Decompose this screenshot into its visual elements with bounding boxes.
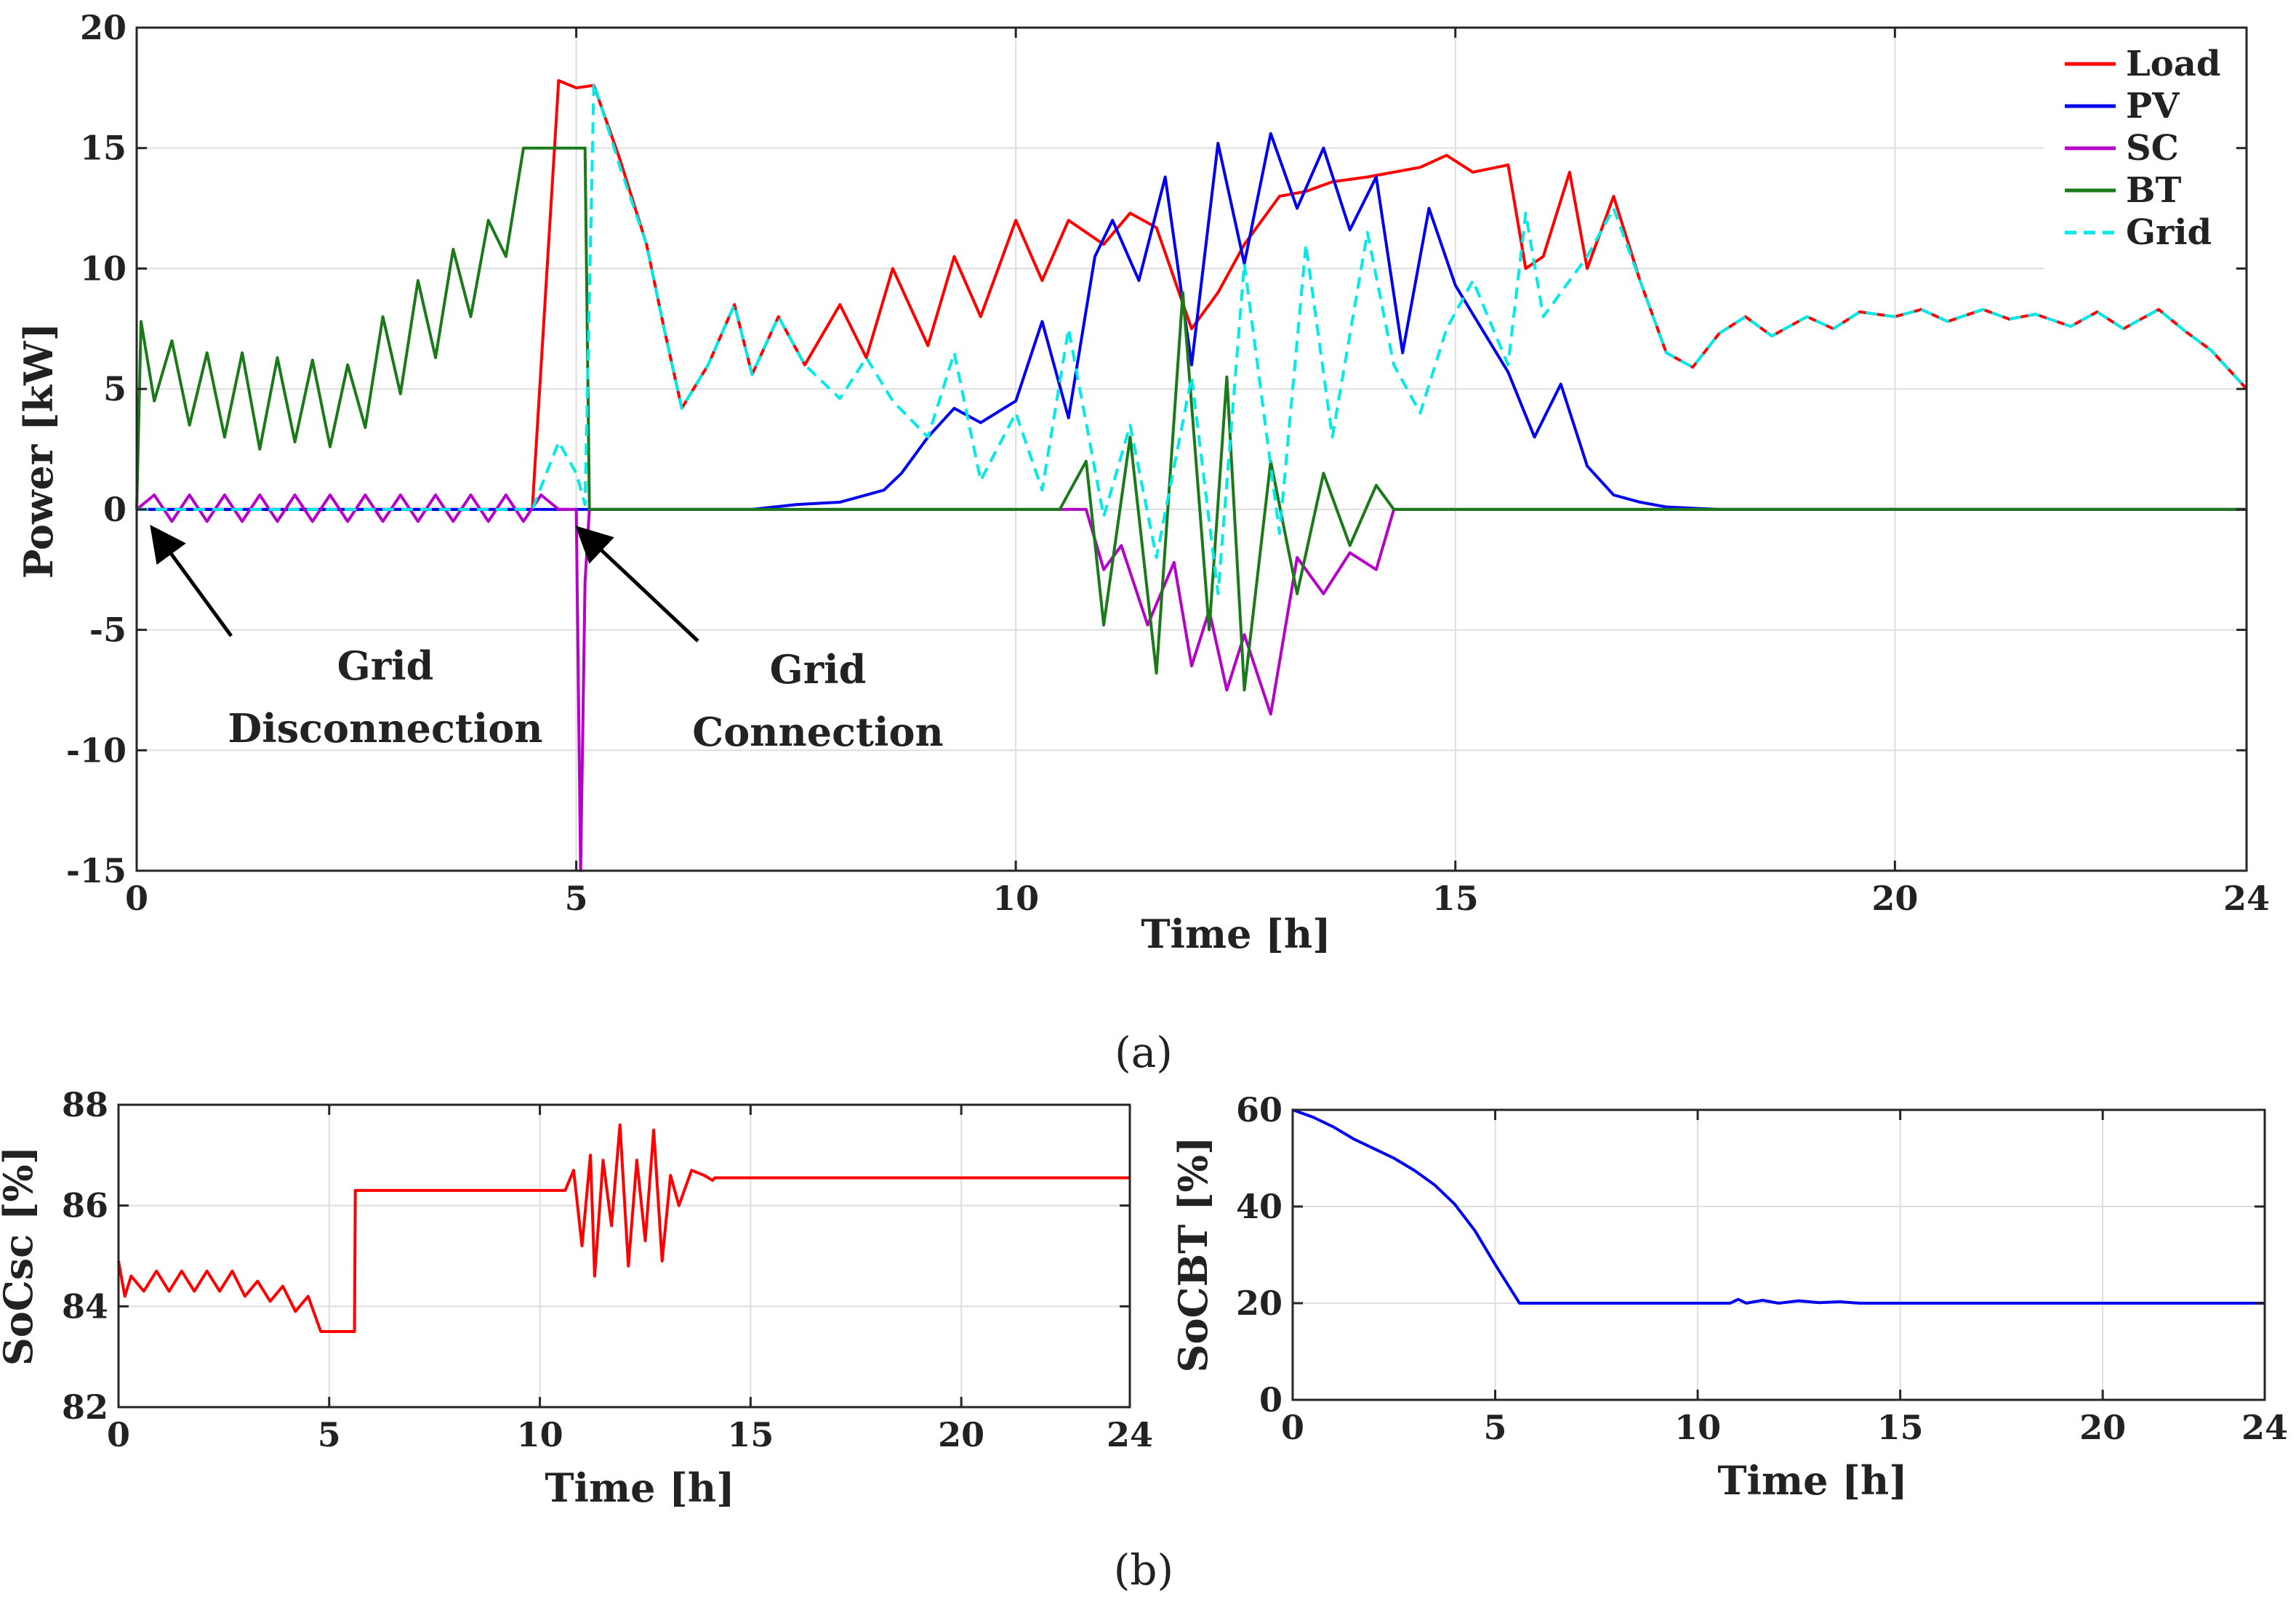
annotation-text: Disconnection xyxy=(228,705,542,752)
x-tick-label: 20 xyxy=(2079,1408,2126,1447)
x-tick-label: 10 xyxy=(517,1415,563,1454)
annotation-text: Connection xyxy=(692,709,944,755)
y-tick-label: 5 xyxy=(103,369,127,408)
y-tick-label: 0 xyxy=(103,490,127,529)
y-tick-label: 10 xyxy=(80,249,127,288)
x-tick-label: 15 xyxy=(1432,879,1479,918)
y-axis-label: Power [kW] xyxy=(15,323,62,579)
y-tick-label: 20 xyxy=(80,8,127,47)
series-line-grid xyxy=(137,81,2248,595)
x-tick-label: 10 xyxy=(992,879,1039,918)
y-tick-label: 15 xyxy=(80,129,127,168)
y-tick-label: -15 xyxy=(66,851,127,890)
y-tick-label: 60 xyxy=(1236,1090,1283,1129)
x-tick-label: 24 xyxy=(2241,1408,2288,1447)
chart-b2: 0 5 10 15 20 24 0 20 40 60 Time [h] SoCBT [%] xyxy=(1170,1090,2288,1504)
y-tick-label: -5 xyxy=(89,611,127,650)
x-tick-label: 5 xyxy=(565,879,588,918)
axes-frame xyxy=(117,1103,1131,1409)
x-axis-label: Time [h] xyxy=(545,1465,734,1511)
x-tick-label: 15 xyxy=(1877,1408,1924,1447)
y-axis-label: SoCBT [%] xyxy=(1170,1136,1216,1372)
sublabel-a: (a) xyxy=(1115,1028,1173,1077)
chart-b1: 0 5 10 15 20 24 82 84 86 88 Time [h] SoCsc [%] xyxy=(0,1085,1153,1511)
y-tick-label: 86 xyxy=(62,1186,108,1225)
x-tick-label: 5 xyxy=(318,1415,341,1454)
legend-label-pv: PV xyxy=(2126,86,2180,126)
y-tick-label: 84 xyxy=(62,1286,108,1326)
annotation-text: Grid xyxy=(337,643,434,689)
series-line-bt xyxy=(135,146,2247,692)
legend-label-bt: BT xyxy=(2126,170,2182,211)
y-tick-label: 88 xyxy=(62,1085,108,1124)
y-tick-label: 0 xyxy=(1259,1380,1283,1419)
plot-area xyxy=(1293,1110,2265,1400)
annotation-text: Grid xyxy=(770,646,867,693)
axes-frame xyxy=(135,26,2248,872)
sublabel-b: (b) xyxy=(1114,1545,1173,1595)
y-tick-label: 40 xyxy=(1236,1187,1283,1226)
chart-a: 0 5 10 15 20 24 -15 -10 -5 0 5 10 15 20 Time [h] Power … xyxy=(15,8,2270,957)
x-axis-label: Time [h] xyxy=(1717,1457,1907,1504)
x-tick-label: 15 xyxy=(727,1415,774,1454)
x-axis-label: Time [h] xyxy=(1141,911,1330,957)
x-tick-label: 20 xyxy=(938,1415,984,1454)
legend-label-load: Load xyxy=(2126,44,2220,84)
annotation-arrow xyxy=(575,525,699,643)
y-axis-label: SoCsc [%] xyxy=(0,1146,41,1366)
series-line-pv xyxy=(137,132,2247,511)
y-tick-label: 82 xyxy=(62,1387,108,1427)
legend xyxy=(2044,44,2235,276)
series-line-b1-0 xyxy=(117,1123,1130,1333)
x-tick-label: 24 xyxy=(2223,879,2270,918)
x-tick-label: 20 xyxy=(1871,879,1918,918)
legend-label-grid: Grid xyxy=(2126,212,2212,253)
axes-frame xyxy=(1291,1108,2266,1401)
x-tick-label: 5 xyxy=(1484,1408,1507,1447)
annotation-arrow xyxy=(150,524,233,637)
x-tick-label: 10 xyxy=(1674,1408,1721,1447)
x-tick-label: 0 xyxy=(125,879,148,918)
y-tick-label: -10 xyxy=(66,730,127,770)
y-tick-label: 20 xyxy=(1236,1284,1283,1323)
series-line-sc xyxy=(135,494,2247,872)
x-tick-label: 0 xyxy=(1281,1408,1304,1447)
x-tick-label: 24 xyxy=(1107,1415,1153,1454)
legend-label-sc: SC xyxy=(2126,128,2179,169)
x-tick-label: 0 xyxy=(107,1415,130,1454)
plot-area xyxy=(119,1105,1130,1407)
series-line-b2-0 xyxy=(1292,1108,2265,1305)
